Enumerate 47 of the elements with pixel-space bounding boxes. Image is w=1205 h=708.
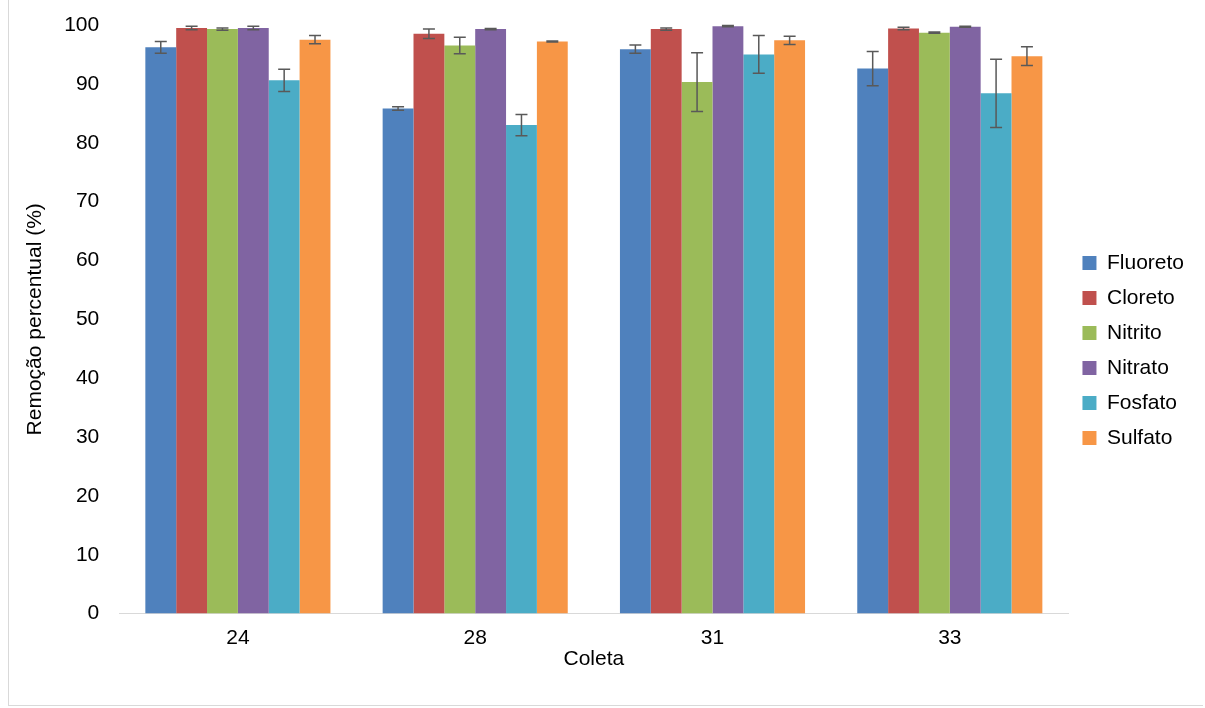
x-tick-label: 24 [226, 625, 250, 648]
legend-label: Sulfato [1106, 424, 1173, 448]
y-tick-label: 90 [75, 70, 100, 94]
bar [536, 41, 568, 614]
y-tick-label: 30 [75, 423, 100, 447]
bar [918, 32, 950, 614]
bar [743, 54, 775, 614]
bar [299, 39, 331, 614]
bar [650, 29, 682, 614]
bar [382, 108, 414, 614]
bar [857, 68, 889, 614]
legend-label: Fluoreto [1106, 249, 1185, 273]
y-tick-label: 60 [75, 247, 100, 271]
y-axis-title: Remoção percentual (%) [22, 203, 46, 436]
bar [475, 29, 507, 614]
legend-label: Cloreto [1106, 284, 1175, 308]
bar [888, 28, 919, 614]
x-tick-label: 33 [938, 625, 962, 648]
bar [145, 47, 177, 614]
bar [712, 26, 744, 614]
bar [413, 33, 445, 614]
bar [1011, 56, 1043, 614]
y-tick-label: 0 [87, 600, 100, 624]
legend-label: Nitrato [1106, 354, 1169, 378]
legend-label: Fosfato [1106, 389, 1178, 413]
bar [268, 80, 300, 614]
bar [619, 49, 651, 614]
y-tick-label: 10 [75, 541, 100, 565]
bar [774, 40, 806, 614]
y-tick-label: 80 [75, 129, 100, 153]
y-tick-label: 100 [64, 11, 100, 35]
bar [949, 26, 981, 614]
x-axis-title: Coleta [563, 646, 625, 670]
y-tick-label: 20 [75, 482, 100, 506]
y-tick-label: 50 [75, 306, 100, 330]
x-tick-label: 28 [463, 625, 487, 648]
bar [176, 27, 208, 614]
bar [444, 45, 476, 614]
x-tick-label: 31 [700, 625, 725, 648]
bar [506, 125, 537, 614]
y-tick-label: 70 [75, 188, 100, 212]
bar [980, 93, 1012, 614]
bar [237, 27, 269, 614]
y-tick-label: 40 [75, 364, 100, 388]
legend-label: Nitrito [1106, 319, 1162, 343]
bar [207, 29, 238, 614]
bar [681, 82, 713, 614]
